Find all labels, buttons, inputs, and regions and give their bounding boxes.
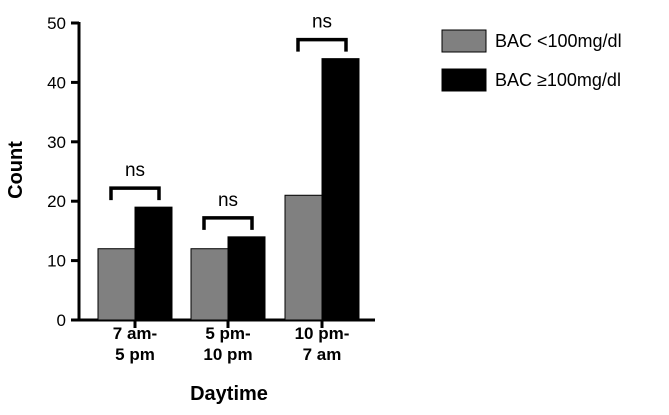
x-axis-title: Daytime xyxy=(190,383,268,405)
legend: BAC <100mg/dl BAC ≥100mg/dl xyxy=(441,29,622,92)
bar-bac-below-100 xyxy=(190,248,229,321)
bar-bac-above-100 xyxy=(134,206,173,321)
y-tick-label: 0 xyxy=(57,311,66,330)
significance-label: ns xyxy=(312,12,332,33)
y-tick-label: 30 xyxy=(47,133,66,152)
y-tick-label: 20 xyxy=(47,192,66,211)
legend-swatch xyxy=(441,29,487,53)
significance-bracket xyxy=(296,37,348,52)
bar-bac-above-100 xyxy=(227,236,266,321)
bar-bac-below-100 xyxy=(97,248,136,321)
significance-bracket xyxy=(109,186,161,201)
significance-label: ns xyxy=(218,190,238,211)
y-tick-label: 40 xyxy=(47,73,66,92)
y-axis: 0 10 20 30 40 50 xyxy=(47,14,81,330)
bar-bac-below-100 xyxy=(284,194,323,321)
bar-bac-above-100 xyxy=(321,58,360,321)
x-tick-label: 5 pm-10 pm xyxy=(203,324,252,364)
significance-annotations: ns ns ns xyxy=(109,12,348,230)
bars xyxy=(97,58,360,321)
y-tick-label: 10 xyxy=(47,252,66,271)
significance-label: ns xyxy=(125,160,145,181)
x-tick-label: 7 am-5 pm xyxy=(113,324,157,364)
significance-bracket xyxy=(202,216,254,230)
legend-label: BAC ≥100mg/dl xyxy=(495,70,621,90)
x-axis: 7 am-5 pm 5 pm-10 pm 10 pm-7 am xyxy=(77,318,375,364)
x-tick-label: 10 pm-7 am xyxy=(295,324,350,364)
y-axis-title: Count xyxy=(5,141,27,199)
legend-swatch xyxy=(441,68,487,92)
legend-label: BAC <100mg/dl xyxy=(495,31,622,51)
y-tick-label: 50 xyxy=(47,14,66,33)
